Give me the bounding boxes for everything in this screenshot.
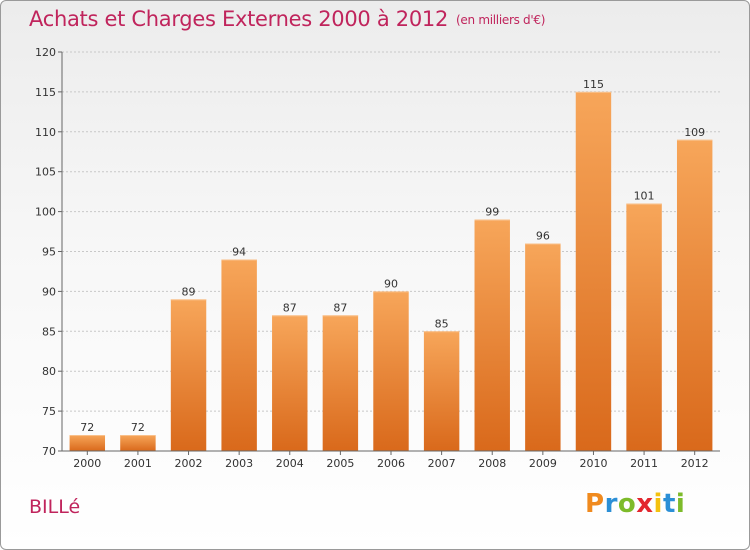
bar — [474, 219, 510, 451]
value-label: 90 — [384, 277, 398, 290]
bar — [676, 139, 713, 451]
bar — [69, 435, 106, 451]
bar — [525, 243, 561, 451]
bar — [170, 299, 207, 451]
x-tick-label: 2007 — [428, 457, 456, 470]
y-tick-label: 85 — [42, 325, 56, 338]
y-tick-label: 75 — [42, 405, 56, 418]
y-tick-label: 115 — [35, 86, 56, 99]
bar — [575, 91, 612, 452]
value-label: 72 — [131, 421, 145, 434]
logo-letter: i — [675, 489, 686, 519]
title-text: Achats et Charges Externes 2000 à 2012 — [29, 7, 449, 31]
value-label: 115 — [583, 78, 604, 91]
proxiti-logo: Proxiti — [585, 489, 685, 519]
bar — [120, 435, 156, 451]
value-label: 96 — [536, 230, 550, 243]
x-tick-label: 2005 — [326, 457, 354, 470]
labels: 70 75 80 85 90 95 100 105 110 115 120 72 2000 72 2001 8… — [35, 46, 709, 470]
x-tick-label: 2003 — [225, 457, 253, 470]
value-label: 85 — [435, 317, 449, 330]
bar — [423, 331, 460, 451]
y-tick-label: 105 — [35, 166, 56, 179]
x-tick-label: 2001 — [124, 457, 152, 470]
x-tick-label: 2010 — [579, 457, 607, 470]
value-label: 87 — [283, 301, 297, 314]
logo-letter: P — [585, 489, 605, 519]
chart-title: Achats et Charges Externes 2000 à 2012 (e… — [29, 7, 545, 31]
value-label: 94 — [232, 245, 246, 258]
x-tick-label: 2012 — [681, 457, 709, 470]
value-label: 101 — [634, 190, 655, 203]
x-tick-label: 2008 — [478, 457, 506, 470]
logo-letter: x — [636, 489, 654, 519]
value-label: 109 — [684, 126, 705, 139]
y-tick-label: 90 — [42, 285, 56, 298]
x-tick-label: 2004 — [276, 457, 304, 470]
bars — [69, 91, 713, 452]
bar — [221, 259, 257, 451]
bar — [322, 315, 359, 451]
value-label: 89 — [182, 285, 196, 298]
x-tick-label: 2006 — [377, 457, 405, 470]
value-label: 99 — [485, 206, 499, 219]
x-tick-label: 2009 — [529, 457, 557, 470]
x-tick-label: 2002 — [175, 457, 203, 470]
x-tick-label: 2011 — [630, 457, 658, 470]
y-tick-label: 80 — [42, 365, 56, 378]
logo-letter: o — [617, 489, 637, 519]
y-tick-label: 120 — [35, 46, 56, 59]
y-tick-label: 100 — [35, 206, 56, 219]
bar — [272, 315, 308, 451]
y-tick-label: 70 — [42, 445, 56, 458]
y-tick-label: 110 — [35, 126, 56, 139]
bar — [373, 291, 409, 451]
axes — [58, 51, 720, 455]
y-tick-label: 95 — [42, 246, 56, 259]
value-label: 87 — [333, 301, 347, 314]
logo-letter: i — [653, 489, 663, 519]
chart-subtitle: (en milliers d'€) — [456, 13, 546, 27]
logo-letter: r — [604, 489, 618, 519]
commune-name: BILLé — [29, 496, 81, 518]
logo-letter: t — [662, 489, 676, 519]
bar — [626, 203, 662, 451]
value-label: 72 — [80, 421, 94, 434]
x-tick-label: 2000 — [73, 457, 101, 470]
